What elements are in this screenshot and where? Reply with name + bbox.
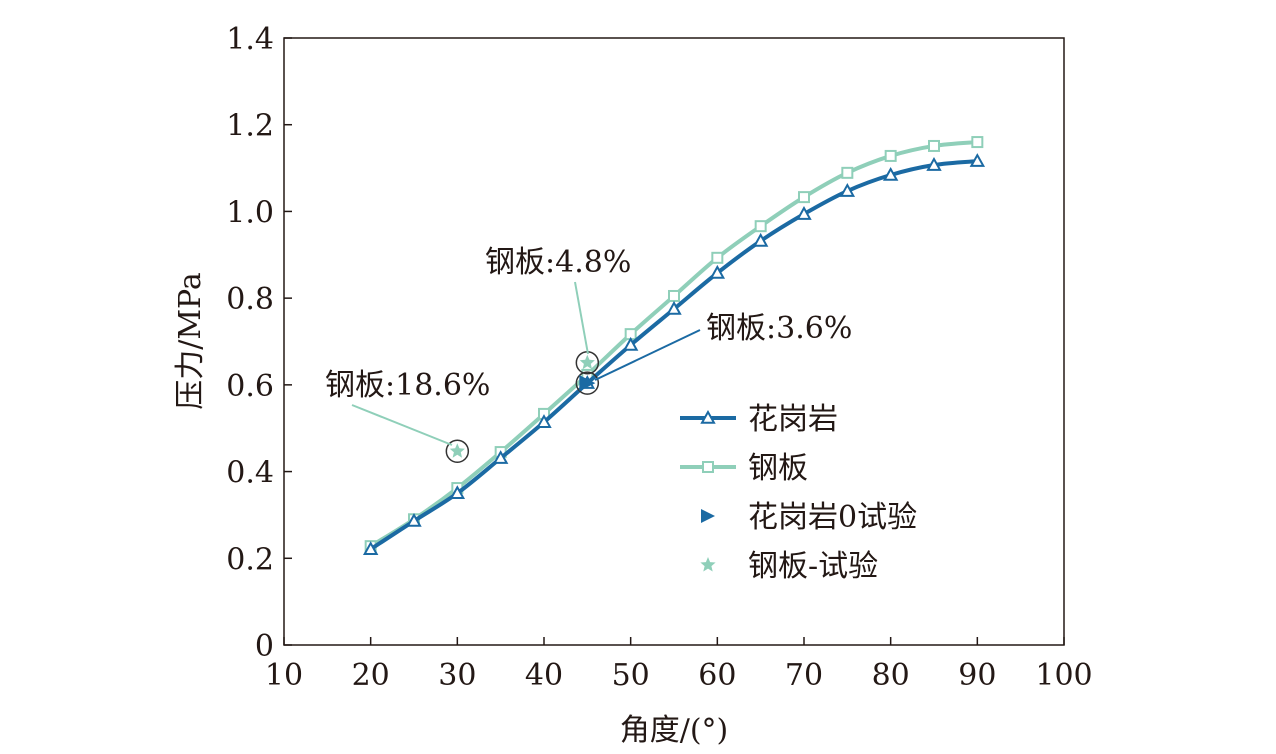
y-tick-label: 1.0: [226, 195, 274, 230]
x-tick-label: 20: [352, 658, 390, 693]
y-tick-label: 0.6: [226, 369, 274, 404]
data-point: [839, 182, 856, 197]
data-point: [711, 251, 724, 264]
annotation-leader-line: [594, 329, 701, 381]
data-point: [752, 232, 769, 247]
data-point: [754, 220, 767, 233]
annotation-label: 钢板:4.8%: [485, 245, 631, 280]
y-tick-label: 0.8: [226, 282, 274, 317]
test-point: [449, 443, 465, 458]
data-point: [406, 512, 422, 527]
data-point: [926, 156, 942, 171]
data-point: [969, 153, 986, 167]
highlight-circle: [445, 439, 470, 463]
y-tick-label: 0.4: [226, 456, 274, 491]
data-point: [362, 541, 379, 555]
legend-marker: [702, 461, 714, 473]
data-point: [928, 139, 940, 152]
legend-marker: [701, 509, 715, 523]
data-point: [796, 205, 812, 220]
data-point: [882, 166, 899, 181]
legend-marker: [700, 409, 716, 424]
annotation-leader-line: [574, 281, 589, 355]
data-point: [622, 336, 639, 351]
x-tick-label: 50: [612, 658, 650, 693]
data-point: [666, 300, 682, 315]
test-point: [579, 375, 596, 392]
highlight-circle: [575, 371, 600, 395]
data-point: [492, 450, 509, 464]
plot-frame: [283, 37, 1065, 646]
test-point: [579, 354, 595, 370]
data-point: [536, 414, 552, 428]
x-tick-label: 40: [525, 658, 563, 693]
x-tick-label: 60: [698, 658, 736, 693]
y-tick-label: 0.2: [226, 542, 274, 577]
x-tick-label: 30: [438, 658, 476, 693]
data-point: [709, 264, 726, 279]
annotation-label: 钢板:18.6%: [325, 368, 490, 403]
x-tick-label: 70: [785, 658, 823, 693]
data-point: [841, 166, 854, 179]
x-tick-label: 80: [872, 658, 910, 693]
annotation-leader-line: [351, 404, 453, 446]
y-tick-label: 1.4: [226, 22, 274, 57]
x-axis-label: 角度/(°): [620, 713, 729, 748]
data-point: [668, 289, 680, 302]
legend-label: 花岗岩: [748, 402, 838, 437]
x-tick-label: 100: [1035, 658, 1092, 693]
y-tick-label: 1.2: [226, 109, 274, 144]
data-point: [798, 191, 810, 204]
x-tick-label: 10: [265, 658, 303, 693]
y-axis-label: 压力/MPa: [173, 272, 208, 410]
data-point: [884, 149, 897, 162]
legend-label: 钢板: [748, 451, 808, 486]
legend-marker: [700, 557, 716, 572]
series-line-花岗岩: [369, 159, 978, 551]
y-tick-label: 0: [255, 629, 274, 664]
legend-label: 花岗岩0试验: [748, 500, 917, 535]
legend-label: 钢板-试验: [748, 549, 878, 584]
annotation-label: 钢板:3.6%: [706, 311, 852, 346]
x-tick-label: 90: [958, 658, 996, 693]
data-point: [971, 136, 984, 149]
data-point: [449, 485, 466, 500]
